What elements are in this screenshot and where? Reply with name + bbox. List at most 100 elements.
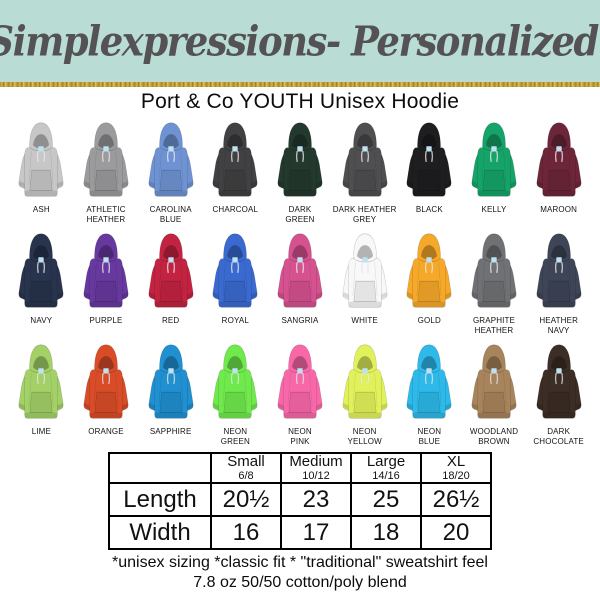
hoodie-icon: [397, 229, 461, 316]
size-table: Small 6/8 Medium 10/12 Large 14/16 XL 18/20 Len…: [108, 452, 492, 550]
color-swatch: ROYAL: [203, 229, 268, 326]
color-swatch: DARK CHOCOLATE: [526, 340, 591, 446]
size-column-header: Medium 10/12: [280, 452, 352, 484]
hoodie-icon: [74, 229, 138, 316]
color-swatch: ATHLETIC HEATHER: [74, 118, 139, 224]
hoodie-icon: [333, 229, 397, 316]
color-swatch: BLACK: [397, 118, 462, 215]
size-cell: 25: [350, 482, 422, 517]
hoodie-icon: [397, 340, 461, 427]
color-swatch: PURPLE: [74, 229, 139, 326]
color-swatch-label: ATHLETIC HEATHER: [86, 205, 126, 224]
color-swatch-label: DARK GREEN: [285, 205, 315, 224]
color-swatch-label: WHITE: [351, 316, 378, 325]
swatch-row: LIME ORANGE SAPPHIRE NEON GREEN NEON PIN…: [0, 340, 600, 451]
size-cell: 23: [280, 482, 352, 517]
color-swatch-label: NEON YELLOW: [347, 427, 382, 446]
color-swatch: NEON BLUE: [397, 340, 462, 446]
swatch-grid: ASH ATHLETIC HEATHER CAROLINA BLUE CHARC…: [0, 118, 600, 451]
color-swatch: NEON GREEN: [203, 340, 268, 446]
color-swatch-label: DARK CHOCOLATE: [533, 427, 584, 446]
glitter-stripe: [0, 82, 600, 87]
hoodie-icon: [462, 118, 526, 205]
color-swatch: RED: [138, 229, 203, 326]
color-swatch-label: NEON PINK: [288, 427, 312, 446]
color-swatch: LIME: [9, 340, 74, 437]
size-cell: 26½: [420, 482, 492, 517]
color-swatch: MAROON: [526, 118, 591, 215]
color-swatch-label: DARK HEATHER GREY: [332, 205, 397, 224]
shop-banner: Simplexpressions- Personalized!: [0, 0, 600, 82]
hoodie-icon: [139, 340, 203, 427]
hoodie-icon: [203, 118, 267, 205]
swatch-row: ASH ATHLETIC HEATHER CAROLINA BLUE CHARC…: [0, 118, 600, 229]
hoodie-icon: [333, 340, 397, 427]
size-table-row: Length 20½ 23 25 26½: [108, 482, 492, 517]
color-swatch: SANGRIA: [268, 229, 333, 326]
hoodie-icon: [9, 229, 73, 316]
size-table-header-row: Small 6/8 Medium 10/12 Large 14/16 XL 18/20: [108, 452, 492, 484]
color-swatch: GOLD: [397, 229, 462, 326]
color-swatch: CAROLINA BLUE: [138, 118, 203, 224]
size-cell: 20: [420, 515, 492, 550]
size-table-body: Length 20½ 23 25 26½ Width 16 17 18 20: [108, 482, 492, 550]
color-swatch-label: NEON GREEN: [220, 427, 250, 446]
size-column-header: Small 6/8: [210, 452, 282, 484]
hoodie-icon: [527, 118, 591, 205]
fit-note: *unisex sizing *classic fit * "tradition…: [112, 554, 488, 571]
color-swatch: WOODLAND BROWN: [462, 340, 527, 446]
hoodie-icon: [9, 340, 73, 427]
hoodie-icon: [139, 118, 203, 205]
color-swatch-label: GOLD: [417, 316, 441, 325]
color-swatch: NAVY: [9, 229, 74, 326]
size-table-row: Width 16 17 18 20: [108, 515, 492, 550]
color-swatch: DARK HEATHER GREY: [332, 118, 397, 224]
color-swatch-label: HEATHER NAVY: [539, 316, 578, 335]
size-row-label: Length: [108, 482, 212, 517]
color-swatch: CHARCOAL: [203, 118, 268, 215]
color-swatch-label: ROYAL: [221, 316, 249, 325]
color-swatch-label: CHARCOAL: [212, 205, 259, 214]
color-swatch: ORANGE: [74, 340, 139, 437]
color-swatch-label: MAROON: [540, 205, 578, 214]
color-swatch: NEON PINK: [268, 340, 333, 446]
color-swatch-label: KELLY: [481, 205, 507, 214]
hoodie-icon: [527, 340, 591, 427]
hoodie-icon: [397, 118, 461, 205]
color-swatch: SAPPHIRE: [138, 340, 203, 437]
color-swatch-label: SANGRIA: [281, 316, 319, 325]
hoodie-icon: [462, 340, 526, 427]
color-swatch-label: ASH: [32, 205, 50, 214]
color-swatch-label: ORANGE: [88, 427, 124, 436]
color-swatch-label: RED: [161, 316, 180, 325]
size-table-corner-cell: [108, 452, 212, 484]
color-swatch-label: WOODLAND BROWN: [469, 427, 519, 446]
hoodie-icon: [268, 118, 332, 205]
hoodie-icon: [268, 340, 332, 427]
color-swatch: GRAPHITE HEATHER: [462, 229, 527, 335]
color-swatch-label: NEON BLUE: [417, 427, 442, 446]
fabric-note: 7.8 oz 50/50 cotton/poly blend: [193, 574, 407, 591]
color-swatch-label: GRAPHITE HEATHER: [472, 316, 516, 335]
hoodie-icon: [333, 118, 397, 205]
size-cell: 20½: [210, 482, 282, 517]
swatch-row: NAVY PURPLE RED ROYAL SANGRIA WHITE GOLD: [0, 229, 600, 340]
hoodie-icon: [139, 229, 203, 316]
color-swatch: DARK GREEN: [268, 118, 333, 224]
color-swatch: WHITE: [332, 229, 397, 326]
size-column-header: Large 14/16: [350, 452, 422, 484]
size-column-header: XL 18/20: [420, 452, 492, 484]
color-swatch-label: SAPPHIRE: [149, 427, 192, 436]
color-swatch-label: PURPLE: [89, 316, 123, 325]
hoodie-icon: [74, 340, 138, 427]
size-cell: 18: [350, 515, 422, 550]
size-row-label: Width: [108, 515, 212, 550]
hoodie-icon: [203, 340, 267, 427]
color-swatch: KELLY: [462, 118, 527, 215]
color-swatch-label: NAVY: [30, 316, 53, 325]
size-cell: 16: [210, 515, 282, 550]
product-title: Port & Co YOUTH Unisex Hoodie: [140, 90, 460, 113]
color-swatch: NEON YELLOW: [332, 340, 397, 446]
hoodie-icon: [527, 229, 591, 316]
color-swatch-label: CAROLINA BLUE: [149, 205, 192, 224]
